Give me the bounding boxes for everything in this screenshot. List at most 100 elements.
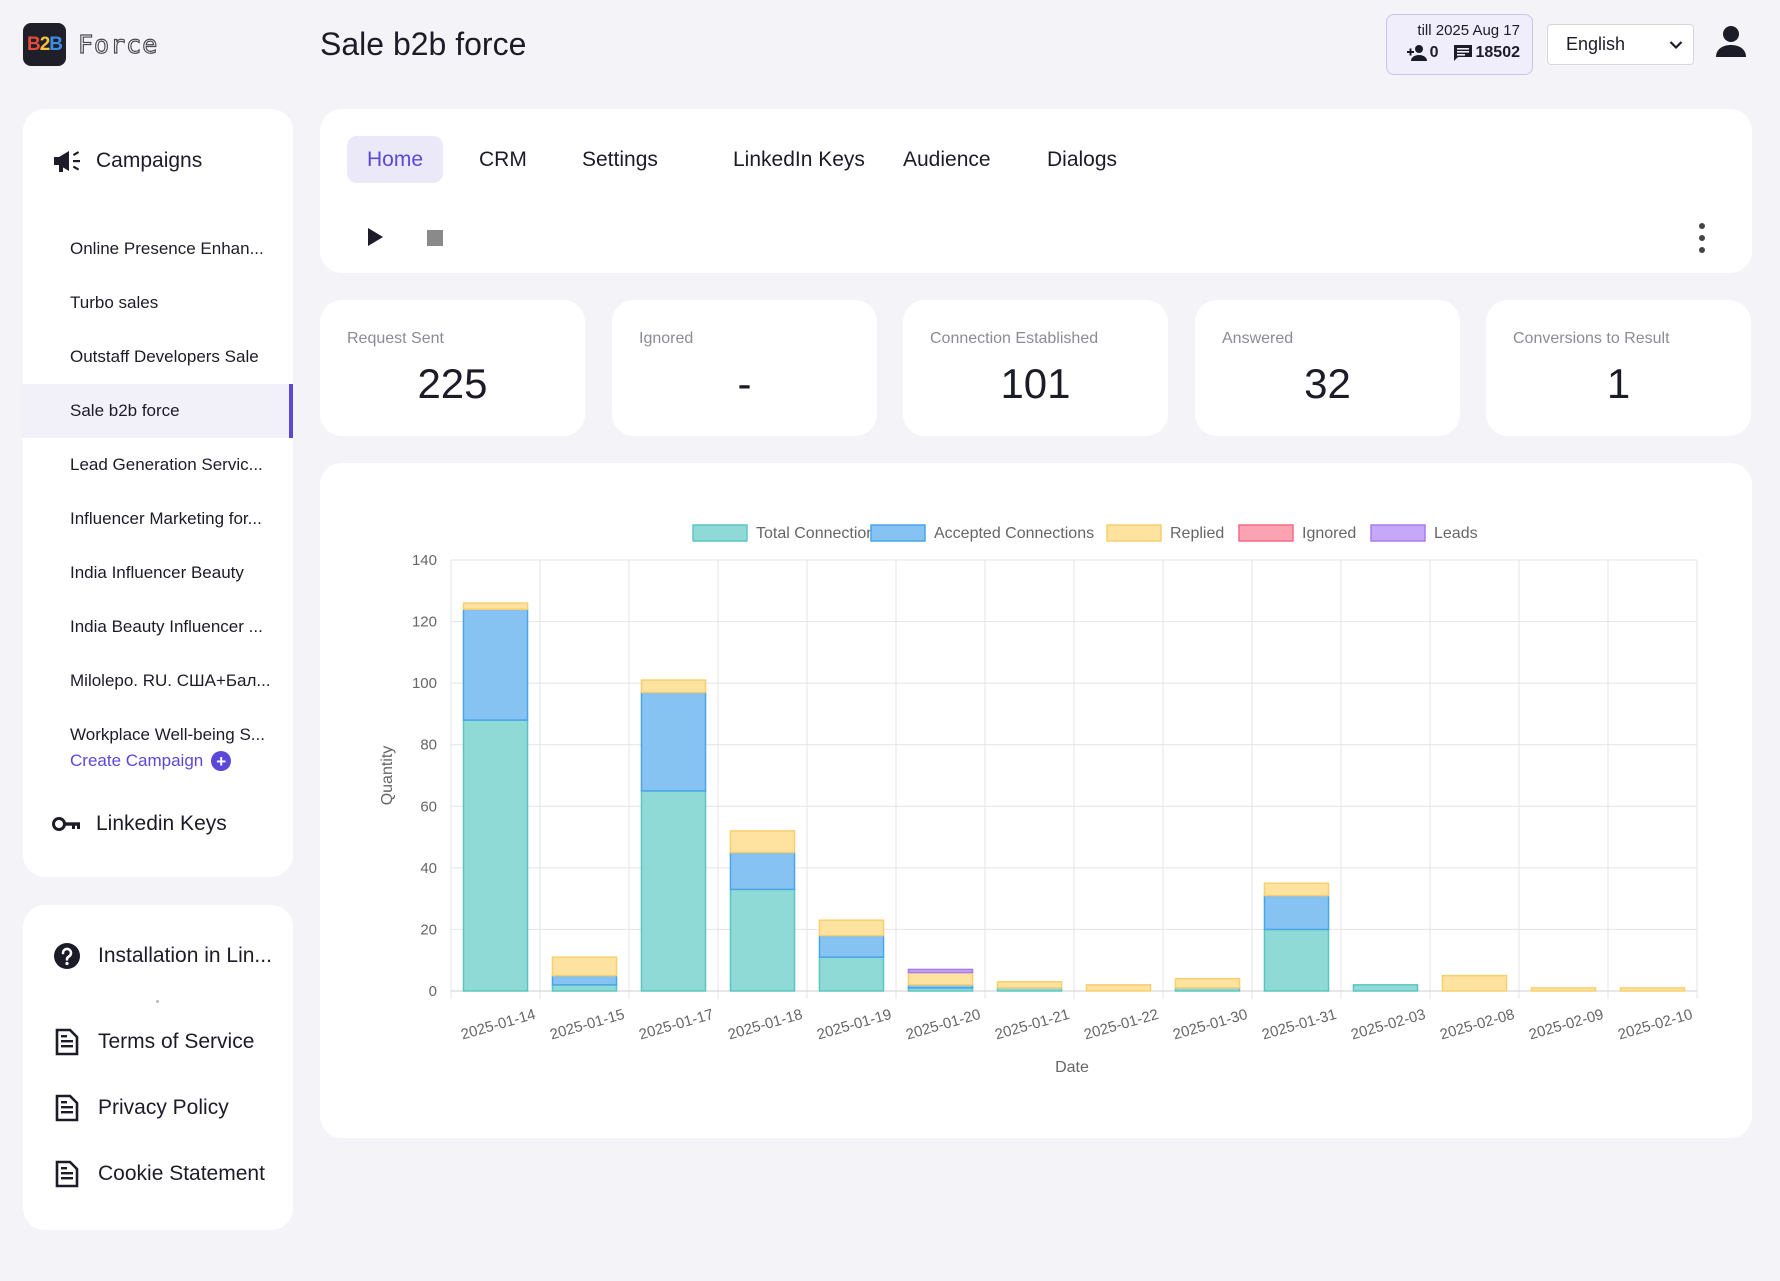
bar-segment: [1263, 882, 1330, 897]
x-tick-label: 2025-02-10: [1616, 1006, 1694, 1043]
legend-label: Replied: [1170, 525, 1224, 542]
sidebar-item-campaign-active[interactable]: Sale b2b force: [23, 384, 293, 438]
bar-segment: [729, 888, 796, 992]
key-icon: [52, 809, 82, 839]
bar-segment: [1174, 977, 1241, 989]
messages-count: 18502: [1475, 44, 1521, 61]
user-icon[interactable]: [1713, 24, 1749, 60]
tab-audience[interactable]: Audience: [903, 148, 991, 171]
bar-segment: [640, 679, 707, 694]
sidebar-linkedin-keys[interactable]: Linkedin Keys: [52, 809, 227, 839]
stat-label: Ignored: [639, 330, 694, 347]
sidebar-item-campaign[interactable]: India Beauty Influencer ...: [70, 617, 263, 636]
sidebar-item-campaign[interactable]: Online Presence Enhan...: [70, 239, 264, 258]
tabs-panel: Home CRM Settings LinkedIn Keys Audience…: [320, 109, 1752, 273]
x-tick-label: 2025-01-22: [1082, 1006, 1160, 1043]
stat-label: Request Sent: [347, 330, 444, 347]
bar-segment: [462, 602, 529, 611]
privacy-label: Privacy Policy: [98, 1096, 229, 1119]
stat-label: Conversions to Result: [1513, 330, 1670, 347]
divider-dot: [156, 1000, 159, 1003]
stat-label: Answered: [1222, 330, 1294, 347]
x-tick-label: 2025-02-08: [1438, 1006, 1516, 1043]
logo-mark-digit: 2: [39, 33, 51, 55]
bar-segment: [818, 919, 885, 937]
bar-segment: [996, 981, 1063, 989]
x-tick-label: 2025-01-15: [548, 1006, 626, 1043]
x-tick-label: 2025-02-03: [1349, 1006, 1427, 1043]
stat-value: 32: [1304, 360, 1351, 407]
logo-mark-letter: B: [49, 33, 63, 55]
play-icon[interactable]: [365, 227, 385, 247]
bar-segment: [551, 984, 618, 992]
language-select[interactable]: English: [1547, 24, 1694, 65]
tab-dialogs[interactable]: Dialogs: [1047, 148, 1118, 171]
bar-segment: [551, 974, 618, 986]
x-axis-title: Date: [1055, 1059, 1089, 1076]
sidebar-item-campaign[interactable]: Milolepo. RU. США+Бал...: [70, 671, 271, 690]
legend-swatch: [1370, 524, 1426, 542]
cookie-link[interactable]: Cookie Statement: [52, 1159, 265, 1189]
installation-link[interactable]: Installation in Lin...: [52, 941, 272, 971]
language-value: English: [1566, 34, 1626, 54]
stop-icon[interactable]: [427, 230, 443, 246]
sidebar-item-campaign[interactable]: Workplace Well-being S...: [70, 725, 265, 744]
sidebar-item-campaign[interactable]: Lead Generation Servic...: [70, 455, 263, 474]
sidebar-item-campaign[interactable]: Turbo sales: [70, 293, 159, 312]
plus-icon: +: [211, 751, 232, 771]
x-tick-label: 2025-01-14: [459, 1006, 537, 1043]
create-campaign-button[interactable]: Create Campaign +: [70, 751, 232, 771]
legend-swatch: [1238, 524, 1294, 542]
x-tick-label: 2025-01-21: [993, 1006, 1071, 1043]
x-tick-label: 2025-01-20: [904, 1006, 982, 1043]
bar-segment: [907, 971, 974, 986]
legend-label: Total Connections: [756, 525, 883, 542]
help-circle-icon: [52, 941, 82, 971]
document-icon: [52, 1159, 82, 1189]
logo-mark-letter: B: [26, 33, 41, 55]
document-icon: [52, 1027, 82, 1057]
y-tick-label: 20: [420, 921, 437, 938]
subscription-usage[interactable]: till 2025 Aug 17 0 18502: [1386, 14, 1533, 75]
bar-segment: [640, 790, 707, 992]
x-tick-label: 2025-02-09: [1527, 1006, 1605, 1043]
y-tick-label: 60: [420, 798, 437, 815]
sidebar-item-campaign[interactable]: Outstaff Developers Sale: [70, 347, 259, 366]
sidebar-item-campaign[interactable]: Influencer Marketing for...: [70, 509, 262, 528]
stat-card-request-sent: Request Sent 225: [320, 300, 585, 436]
terms-label: Terms of Service: [98, 1030, 255, 1053]
legend-swatch: [870, 524, 926, 542]
tab-crm[interactable]: CRM: [479, 148, 527, 171]
bar-segment: [729, 851, 796, 891]
sidebar-campaigns-label: Campaigns: [96, 149, 203, 172]
privacy-link[interactable]: Privacy Policy: [52, 1093, 229, 1123]
campaign-list: Online Presence Enhan... Turbo sales Out…: [23, 222, 293, 762]
bar-segment: [1530, 987, 1597, 992]
create-campaign-label: Create Campaign: [70, 751, 204, 770]
y-tick-label: 120: [412, 614, 437, 631]
stat-value: 101: [1000, 360, 1071, 407]
bar-segment: [1619, 987, 1686, 992]
tab-linkedin-keys[interactable]: LinkedIn Keys: [733, 148, 865, 171]
tab-settings[interactable]: Settings: [582, 148, 658, 171]
x-tick-label: 2025-01-19: [815, 1006, 893, 1043]
invites-count: 0: [1429, 44, 1439, 61]
stat-card-conversions: Conversions to Result 1: [1486, 300, 1751, 436]
bar-segment: [729, 830, 796, 854]
terms-link[interactable]: Terms of Service: [52, 1027, 254, 1057]
x-tick-label: 2025-01-30: [1171, 1006, 1249, 1043]
person-add-icon: [1406, 44, 1427, 62]
sidebar-campaigns-heading[interactable]: Campaigns: [52, 146, 202, 176]
bar-segment: [640, 691, 707, 792]
more-options-icon[interactable]: [1692, 221, 1712, 255]
tab-home[interactable]: Home: [347, 136, 444, 183]
stat-card-answered: Answered 32: [1195, 300, 1460, 436]
bar-segment: [818, 934, 885, 958]
bar-segment: [1441, 974, 1508, 992]
stat-value: 1: [1606, 360, 1631, 407]
sidebar-item-campaign[interactable]: India Influencer Beauty: [70, 563, 244, 582]
document-icon: [52, 1093, 82, 1123]
subscription-till: till 2025 Aug 17: [1417, 22, 1520, 39]
